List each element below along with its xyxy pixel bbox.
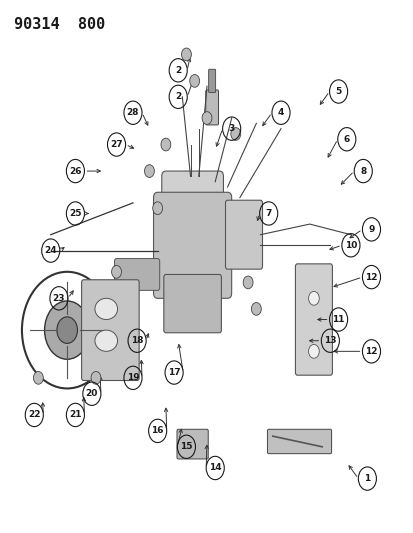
Text: 27: 27: [110, 140, 123, 149]
Circle shape: [308, 344, 318, 358]
Text: 22: 22: [28, 410, 40, 419]
Circle shape: [152, 202, 162, 215]
Text: 25: 25: [69, 209, 81, 218]
Ellipse shape: [95, 330, 117, 351]
Text: 17: 17: [167, 368, 180, 377]
FancyBboxPatch shape: [153, 192, 231, 298]
Text: 14: 14: [209, 464, 221, 472]
Circle shape: [242, 276, 252, 289]
FancyBboxPatch shape: [205, 90, 218, 125]
Text: 90314  800: 90314 800: [14, 17, 105, 33]
Text: 16: 16: [151, 426, 164, 435]
Text: 7: 7: [265, 209, 271, 218]
Text: 11: 11: [332, 315, 344, 324]
FancyBboxPatch shape: [164, 274, 221, 333]
Text: 6: 6: [343, 135, 349, 144]
FancyBboxPatch shape: [161, 171, 223, 219]
FancyBboxPatch shape: [81, 280, 139, 381]
Text: 23: 23: [52, 294, 65, 303]
Text: 2: 2: [175, 92, 181, 101]
FancyBboxPatch shape: [208, 69, 215, 93]
FancyBboxPatch shape: [114, 259, 159, 290]
Circle shape: [161, 138, 171, 151]
Text: 8: 8: [359, 166, 366, 175]
FancyBboxPatch shape: [225, 200, 262, 269]
Text: 12: 12: [364, 272, 377, 281]
Circle shape: [91, 372, 101, 384]
Text: 4: 4: [277, 108, 283, 117]
Text: 20: 20: [85, 389, 98, 398]
Text: 13: 13: [323, 336, 336, 345]
Circle shape: [251, 303, 261, 316]
Text: 18: 18: [131, 336, 143, 345]
FancyBboxPatch shape: [176, 429, 208, 459]
Text: 24: 24: [44, 246, 57, 255]
Text: 3: 3: [228, 124, 234, 133]
FancyBboxPatch shape: [295, 264, 332, 375]
Circle shape: [112, 265, 121, 278]
Text: 5: 5: [335, 87, 341, 96]
Circle shape: [230, 127, 240, 140]
Ellipse shape: [95, 298, 117, 319]
Circle shape: [308, 292, 318, 305]
Text: 10: 10: [344, 241, 356, 250]
Circle shape: [57, 317, 77, 343]
FancyBboxPatch shape: [267, 429, 331, 454]
Circle shape: [45, 301, 90, 359]
Circle shape: [181, 48, 191, 61]
Circle shape: [33, 372, 43, 384]
Circle shape: [202, 112, 211, 124]
Text: 1: 1: [363, 474, 370, 483]
Circle shape: [189, 75, 199, 87]
Circle shape: [144, 165, 154, 177]
Text: 15: 15: [180, 442, 192, 451]
Text: 21: 21: [69, 410, 81, 419]
Text: 2: 2: [175, 66, 181, 75]
Text: 19: 19: [126, 373, 139, 382]
Text: 9: 9: [368, 225, 374, 234]
Text: 28: 28: [126, 108, 139, 117]
Text: 12: 12: [364, 347, 377, 356]
Text: 26: 26: [69, 166, 81, 175]
